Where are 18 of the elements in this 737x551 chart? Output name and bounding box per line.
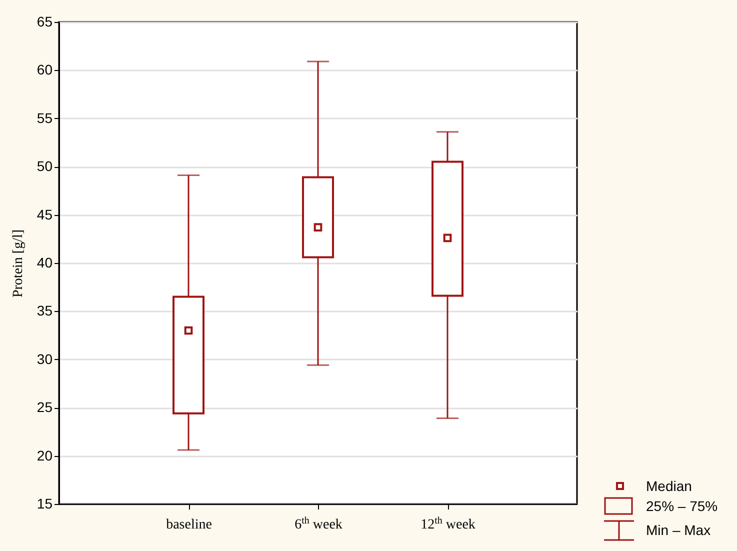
y-tick-label: 15 — [36, 496, 53, 512]
x-tick-label: 6$^{th}$ week — [294, 515, 342, 532]
y-tick-label: 60 — [36, 62, 53, 78]
y-tick-label: 55 — [36, 110, 53, 126]
x-tick-label: baseline — [166, 518, 212, 532]
text: 25% – 75% — [646, 498, 718, 514]
x-tick-label: 12$^{th}$ week — [420, 515, 476, 532]
y-tick-label: 35 — [36, 302, 53, 319]
text: Min – Max — [646, 522, 711, 538]
y-tick-label: 30 — [36, 350, 53, 367]
y-tick-label: 40 — [36, 254, 53, 270]
text: Median — [646, 478, 692, 494]
y-tick-label: 50 — [36, 158, 53, 174]
y-tick-label: 65 — [36, 14, 53, 30]
y-axis-title: Protein [g/l] — [10, 229, 26, 298]
y-tick-label: 25 — [36, 399, 53, 416]
y-tick-label: 20 — [36, 447, 53, 464]
y-tick-label: 45 — [36, 206, 53, 222]
